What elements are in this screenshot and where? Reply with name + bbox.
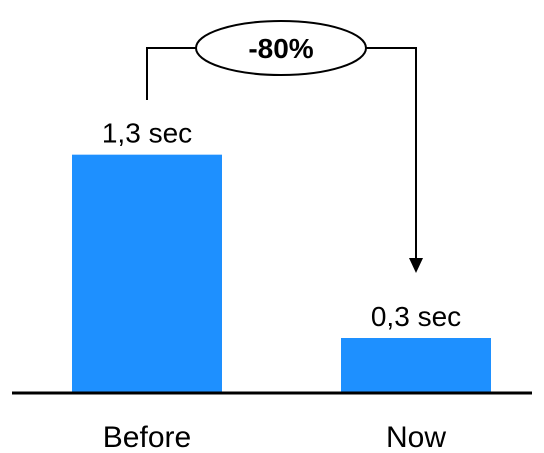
bars-group — [72, 154, 491, 393]
annotation-arrow-line — [364, 47, 417, 262]
data-label-before: 1,3 sec — [102, 118, 192, 149]
annotation-left-bracket — [146, 47, 198, 100]
bar-now — [341, 338, 491, 393]
data-label-now: 0,3 sec — [371, 301, 461, 332]
annotation-ellipse — [195, 20, 367, 76]
category-label-now: Now — [386, 421, 446, 453]
category-label-before: Before — [103, 421, 191, 453]
data-labels-group: 1,3 sec 0,3 sec — [102, 118, 461, 332]
arrowhead-icon — [409, 258, 423, 273]
annotation-label: -80% — [248, 33, 313, 64]
bar-before — [72, 154, 222, 393]
change-annotation: -80% — [146, 20, 423, 273]
category-labels-group: Before Now — [103, 421, 447, 453]
